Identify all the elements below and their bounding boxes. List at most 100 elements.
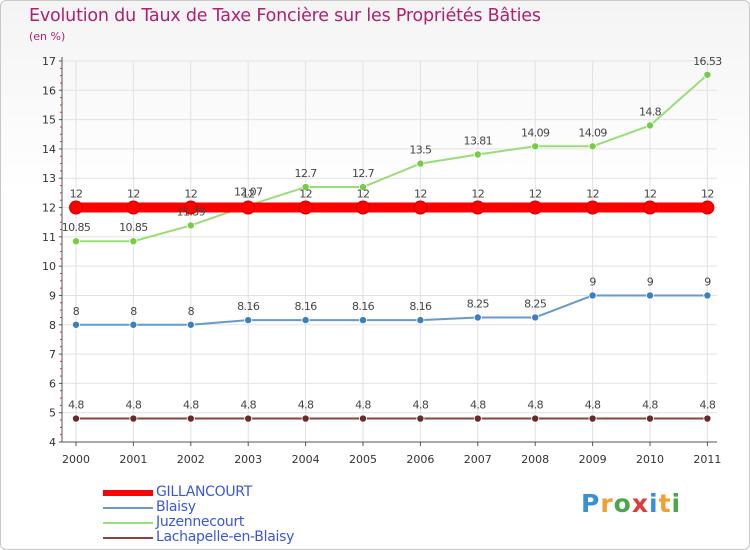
data-point [703, 70, 712, 79]
data-point [700, 200, 715, 215]
x-tick-label: 2011 [693, 453, 721, 466]
data-label: 8 [130, 305, 137, 318]
data-label: 8.16 [409, 300, 432, 313]
data-point [244, 414, 253, 423]
y-tick-label: 5 [49, 407, 56, 420]
data-label: 4.8 [298, 399, 314, 412]
data-point [72, 320, 81, 329]
data-label: 4.8 [700, 399, 716, 412]
data-label: 12 [701, 188, 714, 201]
data-label: 16.53 [693, 55, 722, 68]
data-point [69, 200, 83, 215]
data-label: 12 [127, 188, 140, 201]
data-point [473, 150, 482, 159]
data-label: 8.25 [524, 297, 547, 310]
legend-swatch-juzennecourt [103, 522, 153, 524]
data-label: 4.8 [126, 399, 142, 412]
data-label: 4.8 [470, 399, 486, 412]
y-tick-label: 13 [42, 172, 56, 185]
data-point [358, 316, 367, 325]
chart-title: Evolution du Taux de Taxe Foncière sur l… [29, 6, 541, 26]
legend-label-blaisy: Blaisy [156, 499, 196, 515]
data-label: 14.09 [578, 126, 607, 139]
data-label: 12 [184, 188, 197, 201]
data-point [129, 414, 138, 423]
y-tick-label: 11 [42, 231, 56, 244]
data-label: 8.16 [237, 300, 260, 313]
logo-letter: i [671, 489, 682, 518]
x-tick-label: 2009 [579, 453, 607, 466]
data-point [298, 200, 313, 215]
x-tick-label: 2008 [521, 453, 549, 466]
unit-label: (en %) [29, 30, 66, 43]
data-label: 12 [414, 188, 427, 201]
data-point [241, 200, 256, 215]
legend-swatch-blaisy [103, 507, 153, 509]
data-point [358, 183, 367, 192]
data-label: 9 [704, 275, 711, 288]
data-point [588, 142, 597, 151]
data-point [703, 291, 712, 300]
data-point [646, 414, 655, 423]
data-point [416, 414, 425, 423]
data-label: 4.8 [68, 399, 84, 412]
data-point [301, 183, 310, 192]
data-point [186, 221, 195, 230]
data-point [588, 291, 597, 300]
data-point [588, 414, 597, 423]
x-tick-label: 2002 [177, 453, 205, 466]
logo-letter: t [658, 489, 672, 518]
y-tick-label: 6 [49, 377, 56, 390]
data-point [531, 142, 540, 151]
y-tick-label: 9 [49, 289, 56, 302]
data-label: 4.8 [355, 399, 371, 412]
legend-label-lachapelle: Lachapelle-en-Blaisy [156, 529, 295, 545]
data-label: 12.7 [295, 167, 318, 180]
data-label: 8.16 [295, 300, 318, 313]
data-label: 13.81 [464, 134, 493, 147]
data-point [585, 200, 600, 215]
y-tick-label: 8 [49, 319, 56, 332]
x-tick-label: 2010 [636, 453, 664, 466]
legend-label-gillancourt: GILLANCOURT [156, 484, 252, 500]
data-point [531, 414, 540, 423]
data-point [646, 291, 655, 300]
data-point [186, 320, 195, 329]
data-label: 8.25 [467, 297, 490, 310]
proxiti-logo: Proxiti [581, 489, 681, 518]
data-point [186, 414, 195, 423]
y-tick-label: 17 [42, 55, 56, 68]
y-tick-label: 16 [42, 84, 56, 97]
data-point [528, 200, 543, 215]
data-label: 14.09 [521, 126, 550, 139]
data-point [72, 414, 81, 423]
data-label: 12 [299, 188, 312, 201]
data-point [301, 316, 310, 325]
data-point [473, 414, 482, 423]
data-label: 12 [471, 188, 484, 201]
data-label: 14.8 [639, 105, 662, 118]
data-label: 4.8 [183, 399, 199, 412]
y-tick-label: 7 [49, 348, 56, 361]
data-point [72, 237, 81, 246]
data-point [643, 200, 657, 215]
logo-letter: x [631, 489, 649, 518]
data-point [301, 414, 310, 423]
legend-swatch-gillancourt [103, 490, 153, 496]
logo-letter: i [649, 489, 659, 518]
data-label: 4.8 [413, 399, 429, 412]
data-label: 12.07 [234, 185, 263, 198]
data-point [356, 200, 370, 215]
x-tick-label: 2001 [119, 453, 147, 466]
series-line-juzennecourt [76, 74, 709, 243]
data-label: 4.8 [642, 399, 658, 412]
data-point [129, 237, 138, 246]
y-tick-label: 14 [42, 143, 56, 156]
legend-label-juzennecourt: Juzennecourt [156, 514, 245, 530]
data-point [473, 313, 482, 322]
data-label: 12 [357, 188, 370, 201]
x-tick-label: 2006 [406, 453, 434, 466]
data-label: 12.7 [352, 167, 375, 180]
